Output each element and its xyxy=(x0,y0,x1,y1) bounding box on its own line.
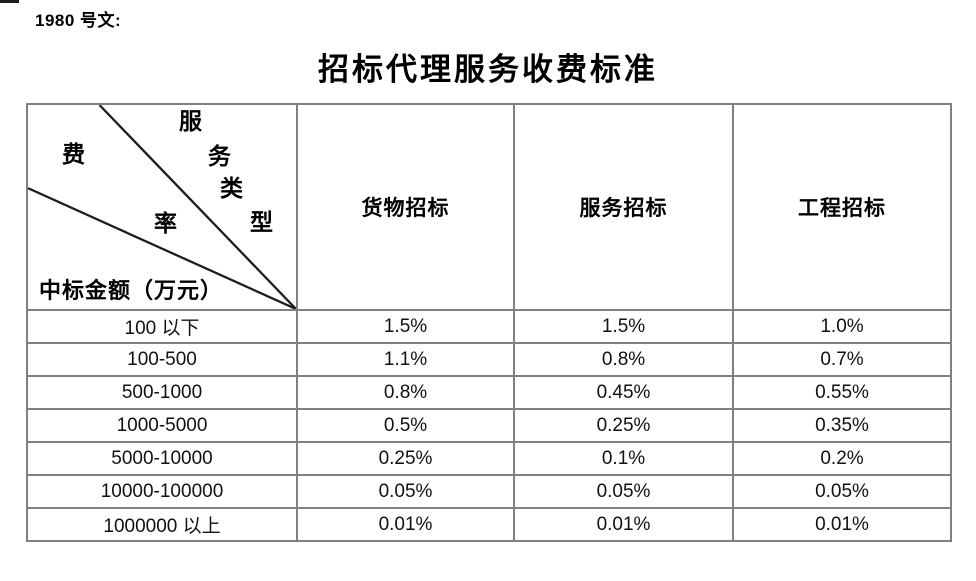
fee-value-cell: 0.2% xyxy=(732,441,952,476)
page-title: 招标代理服务收费标准 xyxy=(318,52,658,87)
fee-value-cell: 0.05% xyxy=(513,474,734,509)
diagonal-corner-cell: 服 务 类 型 费 率 中标金额（万元） xyxy=(26,103,298,311)
fee-value-cell: 0.45% xyxy=(513,375,734,410)
fee-value-cell: 0.55% xyxy=(732,375,952,410)
column-header-engineering: 工程招标 xyxy=(732,103,952,311)
corner-fee-rate-char-2: 率 xyxy=(154,211,178,236)
fee-standard-table: 服 务 类 型 费 率 中标金额（万元） 货物招标 服务招标 工程招标 100 … xyxy=(26,103,952,542)
corner-service-type-char-2: 务 xyxy=(208,144,232,169)
table-row: 100 以下 1.5% 1.5% 1.0% xyxy=(26,309,952,344)
fee-value-cell: 0.1% xyxy=(513,441,734,476)
table-row: 500-1000 0.8% 0.45% 0.55% xyxy=(26,375,952,410)
table-row: 1000000 以上 0.01% 0.01% 0.01% xyxy=(26,507,952,542)
row-label-cell: 100 以下 xyxy=(26,309,298,344)
row-label-cell: 100-500 xyxy=(26,342,298,377)
corner-service-type-char-1: 服 xyxy=(179,109,203,134)
fee-value-cell: 0.35% xyxy=(732,408,952,443)
fee-value-cell: 0.01% xyxy=(296,507,515,542)
fee-value-cell: 0.8% xyxy=(513,342,734,377)
column-header-service: 服务招标 xyxy=(513,103,734,311)
corner-amount-label: 中标金额（万元） xyxy=(39,278,224,303)
fee-value-cell: 1.5% xyxy=(513,309,734,344)
fee-value-cell: 1.0% xyxy=(732,309,952,344)
fee-value-cell: 0.25% xyxy=(513,408,734,443)
fee-value-cell: 0.01% xyxy=(513,507,734,542)
fee-value-cell: 1.1% xyxy=(296,342,515,377)
fee-value-cell: 0.05% xyxy=(296,474,515,509)
corner-service-type-char-3: 类 xyxy=(220,176,244,201)
fee-value-cell: 0.05% xyxy=(732,474,952,509)
scan-artifact xyxy=(0,0,19,3)
fee-value-cell: 0.7% xyxy=(732,342,952,377)
corner-service-type-char-4: 型 xyxy=(250,210,274,235)
row-label-cell: 10000-100000 xyxy=(26,474,298,509)
row-label-cell: 1000-5000 xyxy=(26,408,298,443)
row-label-cell: 1000000 以上 xyxy=(26,507,298,542)
diagonal-lines xyxy=(28,105,296,309)
header-row: 服 务 类 型 费 率 中标金额（万元） 货物招标 服务招标 工程招标 xyxy=(26,103,952,311)
fee-value-cell: 0.8% xyxy=(296,375,515,410)
fee-value-cell: 0.5% xyxy=(296,408,515,443)
doc-number: 1980 号文: xyxy=(35,11,122,30)
table-row: 5000-10000 0.25% 0.1% 0.2% xyxy=(26,441,952,476)
fee-value-cell: 1.5% xyxy=(296,309,515,344)
column-header-goods: 货物招标 xyxy=(296,103,515,311)
table-row: 1000-5000 0.5% 0.25% 0.35% xyxy=(26,408,952,443)
corner-fee-rate-char-1: 费 xyxy=(62,142,86,167)
fee-value-cell: 0.25% xyxy=(296,441,515,476)
row-label-cell: 500-1000 xyxy=(26,375,298,410)
table-row: 100-500 1.1% 0.8% 0.7% xyxy=(26,342,952,377)
table-row: 10000-100000 0.05% 0.05% 0.05% xyxy=(26,474,952,509)
fee-value-cell: 0.01% xyxy=(732,507,952,542)
row-label-cell: 5000-10000 xyxy=(26,441,298,476)
